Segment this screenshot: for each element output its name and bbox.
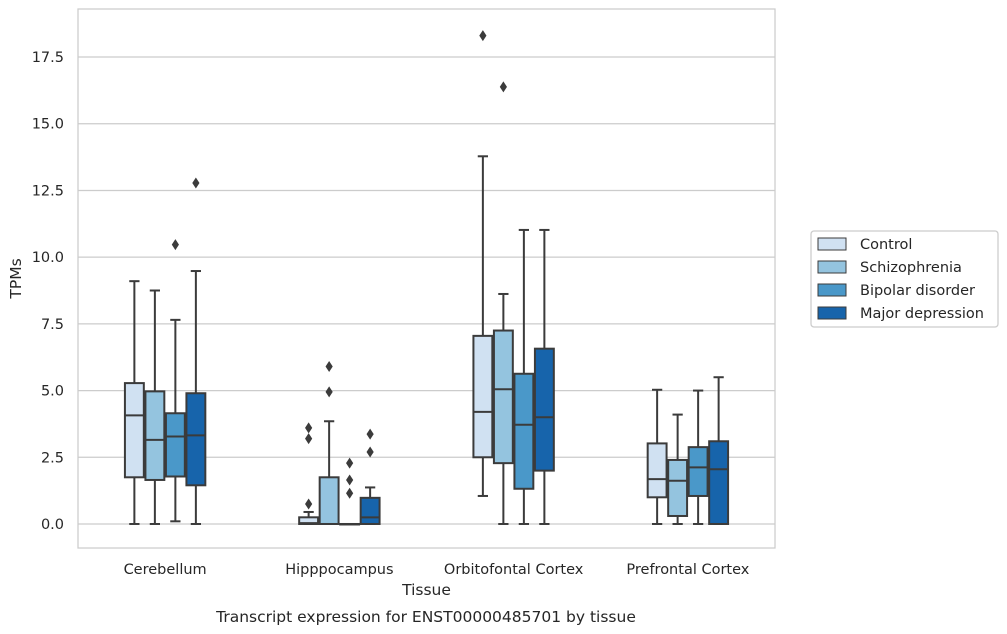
y-axis-title: TPMs [7, 258, 25, 299]
box [318, 361, 340, 525]
outlier-point [346, 487, 354, 499]
outlier-point [325, 386, 333, 398]
legend-swatch [817, 306, 847, 320]
box [708, 376, 730, 525]
plot-area-frame [77, 8, 776, 549]
y-tick-label: 12.5 [32, 183, 64, 199]
box [513, 228, 535, 525]
box-body [185, 392, 207, 487]
legend-item: Major depression [817, 306, 984, 322]
legend-item: Schizophrenia [817, 260, 962, 276]
y-tick-label: 5.0 [41, 384, 64, 400]
legend-item: Bipolar disorder [817, 283, 975, 299]
box [492, 81, 514, 525]
series-bipolar-disorder [164, 228, 709, 526]
box-body [318, 476, 340, 525]
outlier-point [305, 433, 313, 445]
legend-item: Control [817, 237, 912, 253]
y-tick-label: 15.0 [32, 117, 64, 133]
box-body [667, 458, 689, 517]
y-tick-label: 2.5 [41, 450, 64, 466]
box [164, 239, 186, 523]
legend-swatch [817, 260, 847, 274]
outlier-point [346, 457, 354, 469]
outlier-point [192, 177, 200, 189]
legend-label: Bipolar disorder [860, 283, 975, 299]
box-body [492, 329, 514, 465]
box-body [646, 442, 668, 499]
legend-frame [810, 230, 999, 328]
box-body [472, 334, 494, 459]
box-body [359, 496, 381, 525]
box-body [164, 412, 186, 478]
legend-label: Control [860, 237, 912, 253]
box [472, 30, 494, 497]
x-axis-title: Tissue [401, 581, 451, 599]
outlier-point [346, 474, 354, 486]
y-axis-ticks: 0.0 2.5 5.0 7.5 10.0 12.5 15.0 17.5 [32, 50, 64, 533]
x-tick-label: Prefrontal Cortex [626, 562, 749, 578]
outlier-point [325, 361, 333, 373]
box [667, 413, 689, 525]
box [185, 177, 207, 525]
box-body [144, 390, 166, 481]
figure-caption: Transcript expression for ENST0000048570… [215, 608, 636, 626]
y-tick-label: 10.0 [32, 250, 64, 266]
box [359, 428, 381, 525]
x-tick-label: Cerebellum [124, 562, 207, 578]
legend: Control Schizophrenia Bipolar disorder Majo… [810, 230, 999, 328]
box [298, 422, 320, 525]
box-body [708, 440, 730, 525]
box [123, 280, 145, 525]
x-tick-label: Orbitofontal Cortex [444, 562, 584, 578]
series-major-depression [185, 177, 730, 525]
outlier-point [366, 428, 374, 440]
y-tick-label: 17.5 [32, 50, 64, 66]
outlier-point [479, 30, 487, 42]
box-body [687, 446, 709, 497]
box-body [513, 372, 535, 490]
legend-swatch [817, 237, 847, 251]
outlier-point [171, 239, 179, 251]
outlier-point [366, 446, 374, 458]
box [339, 457, 361, 526]
box-body [123, 382, 145, 479]
y-tick-label: 0.0 [41, 517, 64, 533]
legend-swatch [817, 283, 847, 297]
y-tick-label: 7.5 [41, 317, 64, 333]
series-schizophrenia [144, 81, 689, 525]
box [533, 228, 555, 525]
outlier-point [305, 498, 313, 510]
box [687, 389, 709, 525]
series-control [123, 30, 668, 525]
box [646, 388, 668, 525]
box-series [123, 30, 730, 526]
box-body [533, 347, 555, 472]
outlier-point [305, 422, 313, 434]
legend-label: Schizophrenia [860, 260, 962, 276]
legend-label: Major depression [860, 306, 984, 322]
box [144, 289, 166, 525]
outlier-point [499, 81, 507, 93]
x-axis-ticks: Cerebellum Hipppocampus Orbitofontal Corte… [124, 562, 750, 578]
x-tick-label: Hipppocampus [285, 562, 393, 578]
